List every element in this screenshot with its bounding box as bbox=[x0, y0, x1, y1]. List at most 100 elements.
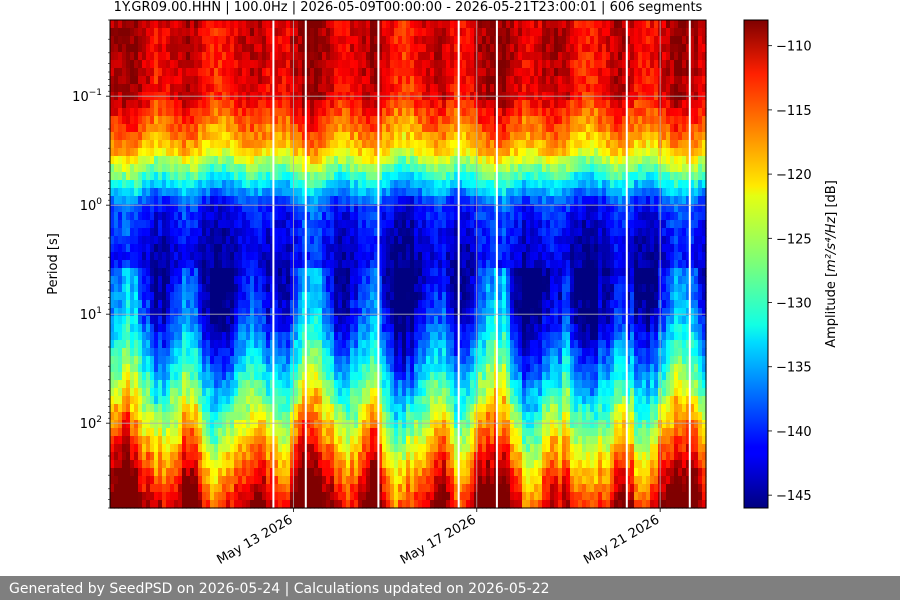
heatmap-cell bbox=[350, 148, 355, 157]
heatmap-cell bbox=[394, 244, 399, 253]
heatmap-cell bbox=[378, 316, 383, 325]
heatmap-cell bbox=[158, 340, 163, 349]
heatmap-cell bbox=[386, 172, 391, 181]
heatmap-cell bbox=[234, 396, 239, 405]
heatmap-cell bbox=[358, 220, 363, 229]
heatmap-cell bbox=[390, 332, 395, 341]
heatmap-cell bbox=[278, 292, 283, 301]
heatmap-cell bbox=[374, 316, 379, 325]
heatmap-cell bbox=[282, 68, 287, 77]
heatmap-cell bbox=[186, 252, 191, 261]
heatmap-cell bbox=[130, 468, 135, 477]
heatmap-cell bbox=[374, 348, 379, 357]
heatmap-cell bbox=[298, 156, 303, 165]
heatmap-cell bbox=[122, 68, 127, 77]
heatmap-cell bbox=[266, 412, 271, 421]
heatmap-cell bbox=[390, 316, 395, 325]
heatmap-cell bbox=[286, 484, 291, 493]
heatmap-cell bbox=[322, 300, 327, 309]
heatmap-cell bbox=[322, 228, 327, 237]
heatmap-cell bbox=[394, 300, 399, 309]
heatmap-cell bbox=[286, 268, 291, 277]
heatmap-cell bbox=[274, 444, 279, 453]
heatmap-cell bbox=[286, 452, 291, 461]
heatmap-cell bbox=[238, 44, 243, 53]
heatmap-cell bbox=[142, 148, 147, 157]
heatmap-cell bbox=[346, 68, 351, 77]
heatmap-cell bbox=[306, 68, 311, 77]
heatmap-cell bbox=[134, 68, 139, 77]
heatmap-cell bbox=[302, 356, 307, 365]
heatmap-cell bbox=[326, 484, 331, 493]
heatmap-cell bbox=[146, 132, 151, 141]
heatmap-cell bbox=[158, 204, 163, 213]
heatmap-cell bbox=[314, 44, 319, 53]
heatmap-cell bbox=[142, 44, 147, 53]
heatmap-cell bbox=[262, 212, 267, 221]
heatmap-cell bbox=[262, 412, 267, 421]
heatmap-cell bbox=[390, 436, 395, 445]
heatmap-cell bbox=[202, 500, 207, 509]
heatmap-cell bbox=[406, 276, 411, 285]
heatmap-cell bbox=[214, 124, 219, 133]
heatmap-cell bbox=[246, 228, 251, 237]
heatmap-cell bbox=[286, 308, 291, 317]
heatmap-cell bbox=[386, 156, 391, 165]
heatmap-cell bbox=[202, 356, 207, 365]
heatmap-cell bbox=[182, 292, 187, 301]
heatmap-cell bbox=[126, 436, 131, 445]
heatmap-cell bbox=[250, 348, 255, 357]
heatmap-cell bbox=[346, 60, 351, 69]
heatmap-cell bbox=[298, 252, 303, 261]
heatmap-cell bbox=[118, 204, 123, 213]
heatmap-cell bbox=[290, 260, 295, 269]
heatmap-cell bbox=[206, 252, 211, 261]
heatmap-cell bbox=[398, 132, 403, 141]
heatmap-cell bbox=[262, 476, 267, 485]
heatmap-cell bbox=[334, 244, 339, 253]
heatmap-cell bbox=[166, 196, 171, 205]
heatmap-cell bbox=[202, 468, 207, 477]
heatmap-cell bbox=[210, 236, 215, 245]
heatmap-cell bbox=[294, 180, 299, 189]
heatmap-cell bbox=[238, 268, 243, 277]
heatmap-cell bbox=[218, 332, 223, 341]
heatmap-cell bbox=[390, 428, 395, 437]
heatmap-cell bbox=[242, 300, 247, 309]
heatmap-cell bbox=[298, 444, 303, 453]
heatmap-cell bbox=[222, 156, 227, 165]
heatmap-cell bbox=[342, 156, 347, 165]
heatmap-cell bbox=[434, 132, 439, 141]
heatmap-cell bbox=[342, 132, 347, 141]
heatmap-cell bbox=[190, 172, 195, 181]
heatmap-cell bbox=[322, 484, 327, 493]
heatmap-cell bbox=[230, 172, 235, 181]
heatmap-cell bbox=[142, 220, 147, 229]
heatmap-cell bbox=[266, 36, 271, 45]
heatmap-cell bbox=[246, 268, 251, 277]
heatmap-cell bbox=[254, 220, 259, 229]
heatmap-cell bbox=[158, 140, 163, 149]
heatmap-cell bbox=[118, 452, 123, 461]
heatmap-cell bbox=[290, 356, 295, 365]
heatmap-cell bbox=[374, 404, 379, 413]
heatmap-cell bbox=[334, 436, 339, 445]
heatmap-cell bbox=[406, 116, 411, 125]
heatmap-cell bbox=[194, 364, 199, 373]
heatmap-cell bbox=[190, 340, 195, 349]
heatmap-cell bbox=[342, 100, 347, 109]
heatmap-cell bbox=[186, 60, 191, 69]
heatmap-cell bbox=[422, 404, 427, 413]
heatmap-cell bbox=[230, 124, 235, 133]
heatmap-cell bbox=[434, 60, 439, 69]
heatmap-cell bbox=[134, 292, 139, 301]
heatmap-cell bbox=[286, 84, 291, 93]
heatmap-cell bbox=[410, 44, 415, 53]
heatmap-cell bbox=[346, 500, 351, 509]
heatmap-cell bbox=[378, 76, 383, 85]
heatmap-cell bbox=[386, 484, 391, 493]
heatmap-cell bbox=[382, 420, 387, 429]
heatmap-cell bbox=[294, 252, 299, 261]
heatmap-cell bbox=[406, 380, 411, 389]
heatmap-cell bbox=[186, 100, 191, 109]
